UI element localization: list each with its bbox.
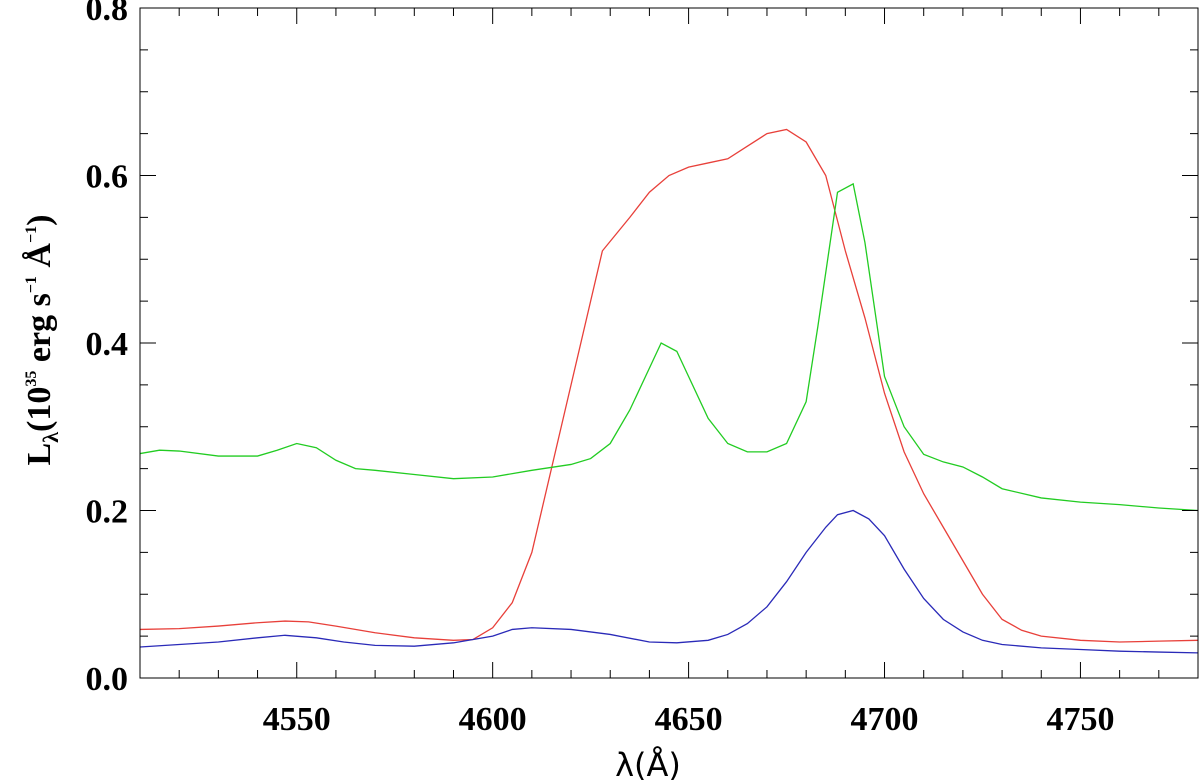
y-tick-label: 0.6 bbox=[86, 159, 129, 196]
tick-label-layer: 4550 4600 4650 4700 4750 0.0 0.2 0.4 0.6 0.8 bbox=[86, 0, 1115, 738]
series-line-2 bbox=[140, 182, 1198, 512]
y-tick-label: 0.0 bbox=[86, 661, 129, 698]
x-axis-title: λ(Å) bbox=[615, 746, 681, 782]
y-axis-title-exp3: −1 bbox=[23, 226, 40, 243]
axes-layer bbox=[139, 7, 1199, 679]
y-axis-title-main: L bbox=[21, 443, 58, 466]
x-tick-label: 4750 bbox=[1046, 701, 1114, 738]
y-axis-title-exp: 35 bbox=[23, 371, 40, 387]
plot-frame bbox=[139, 7, 1199, 679]
y-axis-title-exp2: −1 bbox=[23, 276, 40, 293]
y-tick-label: 0.4 bbox=[86, 326, 129, 363]
series-line-1 bbox=[140, 128, 1198, 643]
series-layer bbox=[140, 128, 1198, 654]
y-axis-title: Lλ(1035 erg s−1 Å−1) bbox=[21, 215, 63, 466]
y-axis-title-sub: λ bbox=[38, 432, 63, 443]
x-tick-label: 4600 bbox=[459, 701, 527, 738]
y-axis-title-pre: (10 bbox=[21, 387, 58, 432]
x-tick-label: 4550 bbox=[263, 701, 331, 738]
y-tick-label: 0.8 bbox=[86, 0, 129, 28]
y-axis-title-post: ) bbox=[21, 215, 58, 226]
x-tick-label: 4700 bbox=[851, 701, 919, 738]
series-line-3 bbox=[140, 509, 1198, 654]
x-tick-label: 4650 bbox=[655, 701, 723, 738]
y-axis-title-mid2: Å bbox=[21, 243, 58, 277]
y-tick-label: 0.2 bbox=[86, 494, 129, 531]
y-axis-title-mid1: erg s bbox=[21, 293, 58, 370]
